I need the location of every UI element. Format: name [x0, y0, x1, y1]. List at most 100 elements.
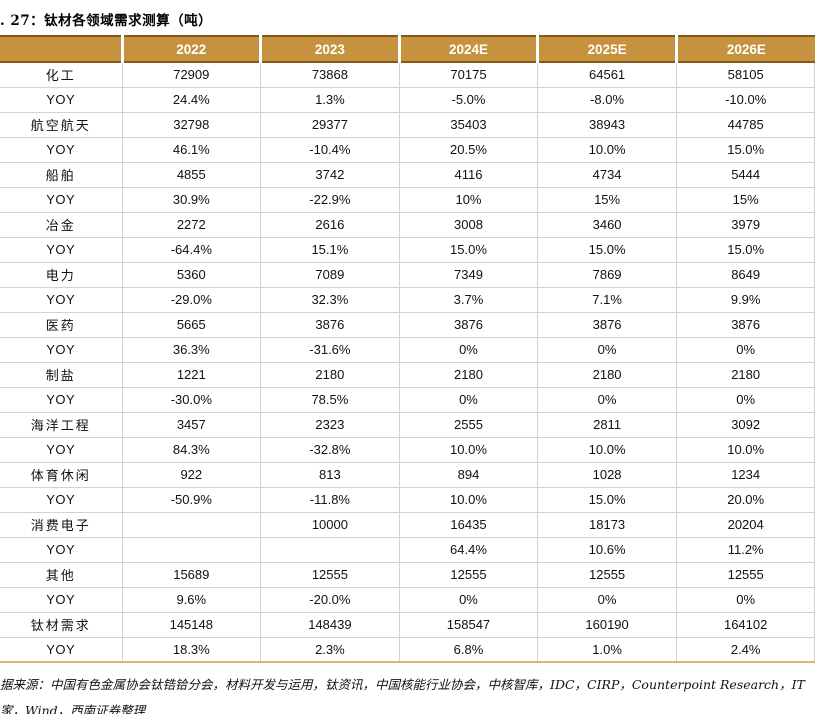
value-cell: 3876: [675, 311, 816, 338]
value-cell: 1028: [537, 461, 677, 488]
row-label-category: 制盐: [0, 361, 123, 388]
row-label-yoy: YOY: [0, 286, 123, 313]
value-cell: 10.0%: [398, 486, 539, 513]
value-cell: 7869: [537, 261, 677, 288]
value-cell: -31.6%: [260, 336, 400, 363]
value-cell: 2.3%: [260, 636, 400, 663]
row-label-category: 航空航天: [0, 111, 123, 138]
value-cell: -20.0%: [260, 586, 400, 613]
value-cell: 4116: [398, 161, 539, 188]
row-label-yoy: YOY: [0, 236, 123, 263]
value-cell: 2180: [398, 361, 539, 388]
value-cell: -32.8%: [260, 436, 400, 463]
table-row: 消费电子 10000 16435 18173 20204: [0, 511, 816, 538]
table-row: 体育休闲 922 813 894 1028 1234: [0, 461, 816, 488]
value-cell: 0%: [675, 386, 816, 413]
value-cell: 2.4%: [675, 636, 816, 663]
col-header: 2024E: [397, 35, 538, 63]
value-cell: 3.7%: [398, 286, 539, 313]
value-cell: 15.1%: [260, 236, 400, 263]
value-cell: 3092: [675, 411, 816, 438]
col-header-blank: [0, 35, 122, 63]
row-label-yoy: YOY: [0, 636, 123, 663]
row-label-category: 其他: [0, 561, 123, 588]
value-cell: 1.0%: [537, 636, 677, 663]
table-row: YOY -50.9% -11.8% 10.0% 15.0% 20.0%: [0, 486, 816, 513]
table-row: 航空航天 32798 29377 35403 38943 44785: [0, 111, 816, 138]
row-label-yoy: YOY: [0, 136, 123, 163]
source-line-1: 据来源：中国有色金属协会钛锆铪分会，材料开发与运用，钛资讯，中国核能行业协会，中…: [0, 677, 805, 692]
col-header: 2023: [259, 35, 400, 63]
row-label-yoy: YOY: [0, 536, 123, 563]
value-cell: 9.9%: [675, 286, 816, 313]
value-cell: 58105: [675, 61, 816, 88]
col-header: 2025E: [536, 35, 677, 63]
value-cell: -10.0%: [675, 86, 816, 113]
value-cell: 2180: [675, 361, 816, 388]
value-cell: 16435: [398, 511, 539, 538]
value-cell: 4855: [121, 161, 262, 188]
value-cell: 158547: [398, 611, 539, 638]
table-body: 化工 72909 73868 70175 64561 58105 YOY 24.4% 1.3% -…: [0, 61, 816, 663]
value-cell: 10.0%: [537, 136, 677, 163]
value-cell: 20.0%: [675, 486, 816, 513]
value-cell: -5.0%: [398, 86, 539, 113]
row-label-yoy: YOY: [0, 386, 123, 413]
row-label-category: 船舶: [0, 161, 123, 188]
value-cell: 7349: [398, 261, 539, 288]
value-cell: 10%: [398, 186, 539, 213]
value-cell: 0%: [398, 586, 539, 613]
value-cell: 10.0%: [537, 436, 677, 463]
value-cell: 1234: [675, 461, 816, 488]
value-cell: 18173: [537, 511, 677, 538]
value-cell: 11.2%: [675, 536, 816, 563]
value-cell: 44785: [675, 111, 816, 138]
value-cell: 15%: [675, 186, 816, 213]
table-row: 其他 15689 12555 12555 12555 12555: [0, 561, 816, 588]
value-cell: -11.8%: [260, 486, 400, 513]
value-cell: 3876: [537, 311, 677, 338]
value-cell: 3008: [398, 211, 539, 238]
row-label-category: 消费电子: [0, 511, 123, 538]
value-cell: 72909: [121, 61, 262, 88]
value-cell: 922: [121, 461, 262, 488]
value-cell: 3460: [537, 211, 677, 238]
value-cell: 8649: [675, 261, 816, 288]
table-row: YOY 36.3% -31.6% 0% 0% 0%: [0, 336, 816, 363]
table-row: 医药 5665 3876 3876 3876 3876: [0, 311, 816, 338]
titanium-demand-table: 2022 2023 2024E 2025E 2026E 化工 72909 73868 7017…: [0, 35, 816, 663]
value-cell: 894: [398, 461, 539, 488]
table-row: 化工 72909 73868 70175 64561 58105: [0, 61, 816, 88]
value-cell: -8.0%: [537, 86, 677, 113]
value-cell: 29377: [260, 111, 400, 138]
row-label-yoy: YOY: [0, 586, 123, 613]
value-cell: 70175: [398, 61, 539, 88]
value-cell: 5665: [121, 311, 262, 338]
value-cell: 145148: [121, 611, 262, 638]
value-cell: 148439: [260, 611, 400, 638]
value-cell: 6.8%: [398, 636, 539, 663]
table-row: 冶金 2272 2616 3008 3460 3979: [0, 211, 816, 238]
table-row: 电力 5360 7089 7349 7869 8649: [0, 261, 816, 288]
value-cell: 164102: [675, 611, 816, 638]
value-cell: 4734: [537, 161, 677, 188]
value-cell: 10.6%: [537, 536, 677, 563]
table-row: YOY 30.9% -22.9% 10% 15% 15%: [0, 186, 816, 213]
value-cell: 20204: [675, 511, 816, 538]
value-cell: 813: [260, 461, 400, 488]
value-cell: 15.0%: [537, 486, 677, 513]
value-cell: [121, 536, 262, 563]
value-cell: 5444: [675, 161, 816, 188]
value-cell: 46.1%: [121, 136, 262, 163]
value-cell: 2555: [398, 411, 539, 438]
value-cell: 160190: [537, 611, 677, 638]
value-cell: 15.0%: [398, 236, 539, 263]
source-line-2: 家，Wind，西南证券整理: [0, 703, 146, 714]
row-label-category: 电力: [0, 261, 123, 288]
value-cell: 38943: [537, 111, 677, 138]
table-row: 船舶 4855 3742 4116 4734 5444: [0, 161, 816, 188]
row-label-category: 化工: [0, 61, 123, 88]
value-cell: 84.3%: [121, 436, 262, 463]
row-label-yoy: YOY: [0, 336, 123, 363]
